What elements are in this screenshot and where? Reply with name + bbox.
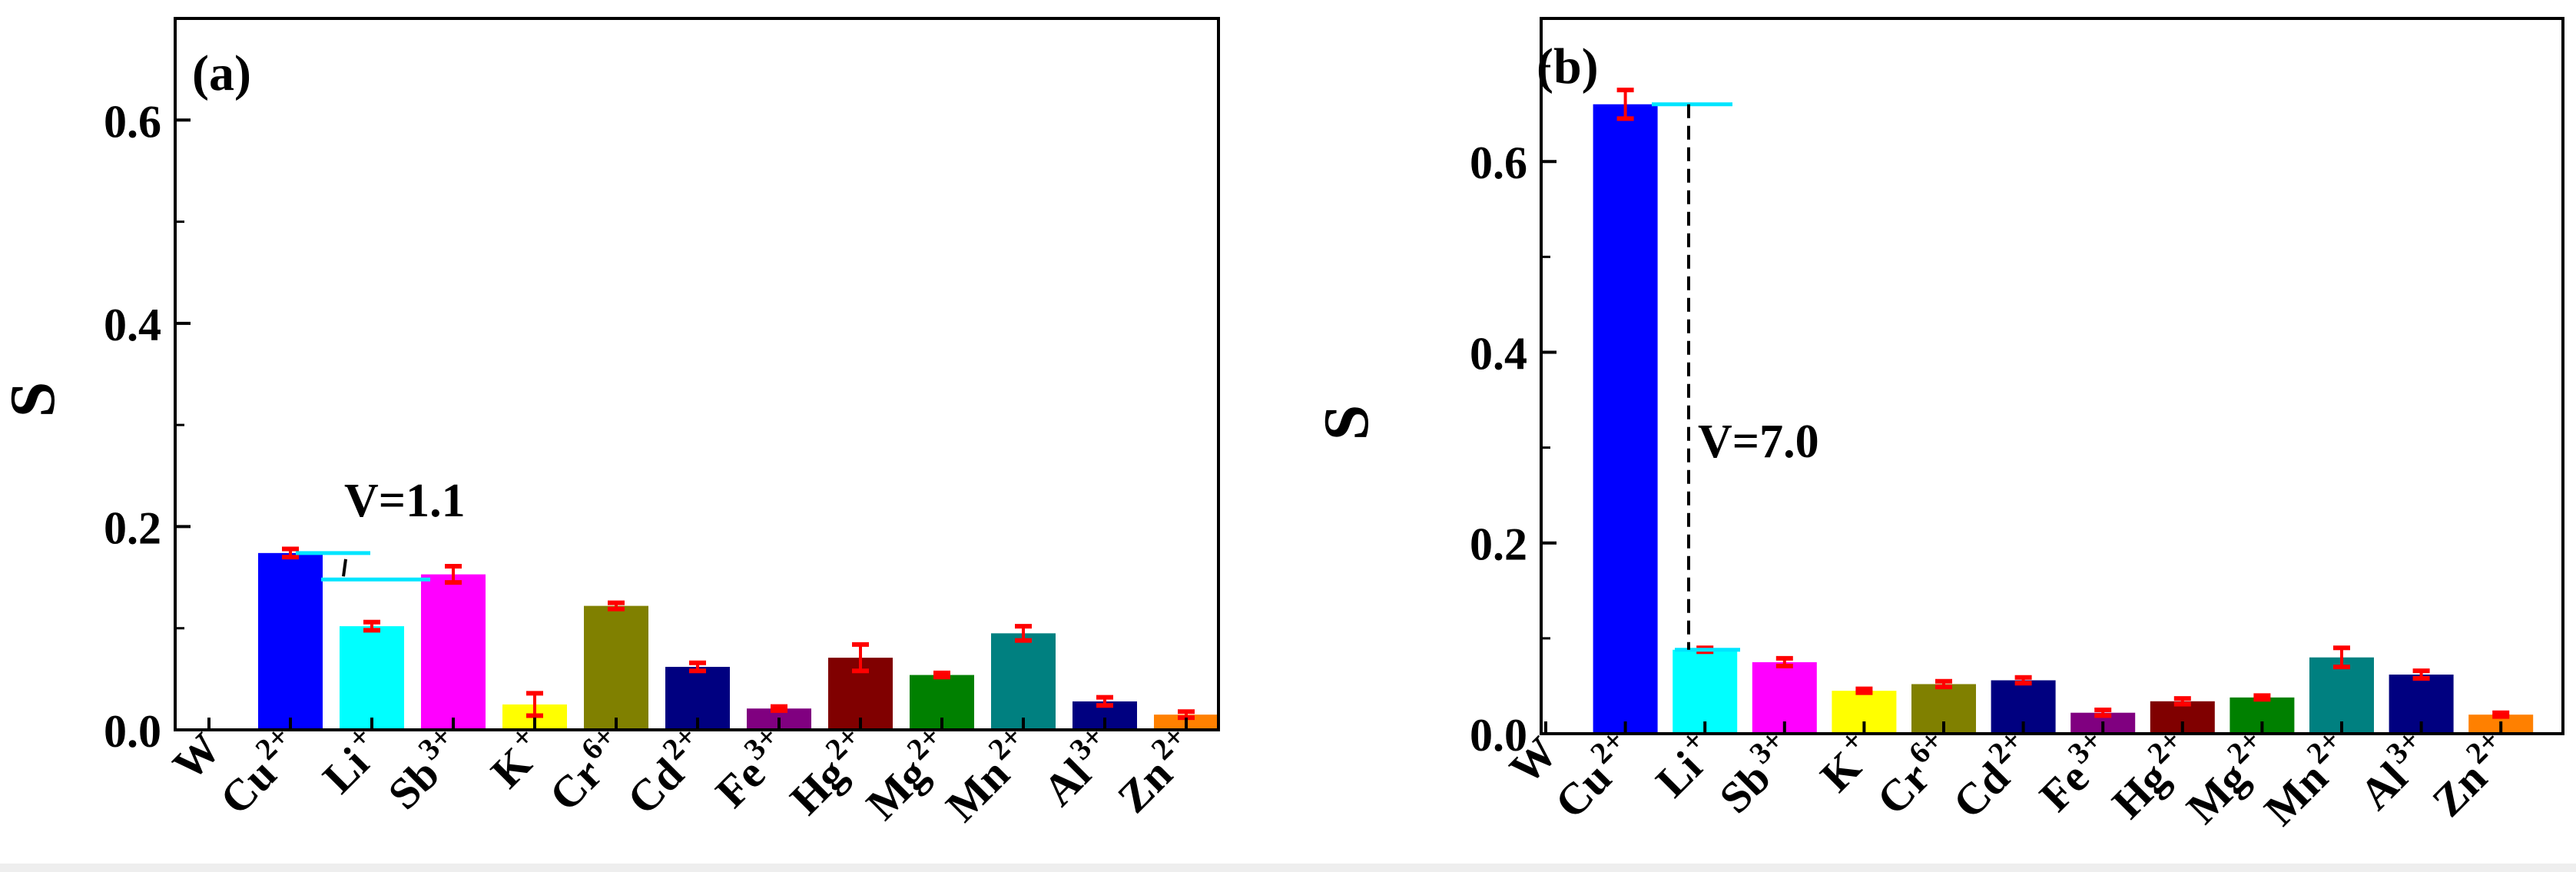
bar-li <box>340 626 404 730</box>
panel-label: (a) <box>192 45 251 101</box>
x-tick-label-cd: Cd2+ <box>1939 723 2044 828</box>
x-tick-label-fe: Fe3+ <box>2025 723 2123 821</box>
annotation-label: V=7.0 <box>1698 416 1819 468</box>
x-tick-label-mg: Mg2+ <box>2173 723 2283 834</box>
x-tick-label-mg: Mg2+ <box>852 719 963 830</box>
bar-cr <box>584 605 648 730</box>
x-tick-label-cu: Cu2+ <box>1541 723 1646 828</box>
y-tick-label: 0.0 <box>104 706 161 757</box>
x-tick-label-mn: Mn2+ <box>932 719 1044 831</box>
bar-mn <box>991 633 1056 730</box>
x-tick-label-hg: Hg2+ <box>2098 723 2203 828</box>
x-tick-label-mn: Mn2+ <box>2250 723 2362 835</box>
x-tick-label-zn: Zn2+ <box>1103 719 1207 823</box>
y-tick-label: 0.6 <box>104 96 161 147</box>
y-axis-label: S <box>1311 405 1382 441</box>
x-tick-label-cr: Cr6+ <box>1863 723 1965 825</box>
annotation-connector <box>342 559 347 577</box>
plot-frame <box>1540 17 2564 735</box>
x-tick-label-cd: Cd2+ <box>613 719 718 824</box>
panel-label: (b) <box>1537 38 1599 94</box>
x-tick-label-zn: Zn2+ <box>2419 723 2522 827</box>
y-tick-label: 0.0 <box>1470 710 1527 761</box>
x-tick-label-hg: Hg2+ <box>776 719 881 824</box>
bar-cu <box>258 552 323 730</box>
y-tick-label: 0.6 <box>1470 138 1527 188</box>
y-tick-label: 0.2 <box>1470 519 1527 570</box>
bar-sb <box>421 574 486 730</box>
x-tick-label-cu: Cu2+ <box>206 719 311 824</box>
bottom-edge-strip <box>0 864 2576 872</box>
bar-mn <box>2309 657 2374 734</box>
x-tick-label-sb: Sb3+ <box>1706 723 1805 823</box>
y-tick-label: 0.4 <box>1470 328 1527 379</box>
x-tick-label-fe: Fe3+ <box>701 719 800 817</box>
x-tick-label-al: Al3+ <box>2346 723 2442 820</box>
x-tick-label-sb: Sb3+ <box>374 719 474 819</box>
x-tick-label-al: Al3+ <box>1029 719 1126 816</box>
plot-frame <box>174 17 1220 731</box>
y-tick-label: 0.2 <box>104 502 161 553</box>
y-tick-label: 0.4 <box>104 300 161 350</box>
x-tick-label-cr: Cr6+ <box>535 719 638 821</box>
bar-li <box>1673 649 1738 734</box>
y-axis-label: S <box>0 382 68 418</box>
bar-cu <box>1593 104 1658 734</box>
annotation-label: V=1.1 <box>344 475 466 527</box>
